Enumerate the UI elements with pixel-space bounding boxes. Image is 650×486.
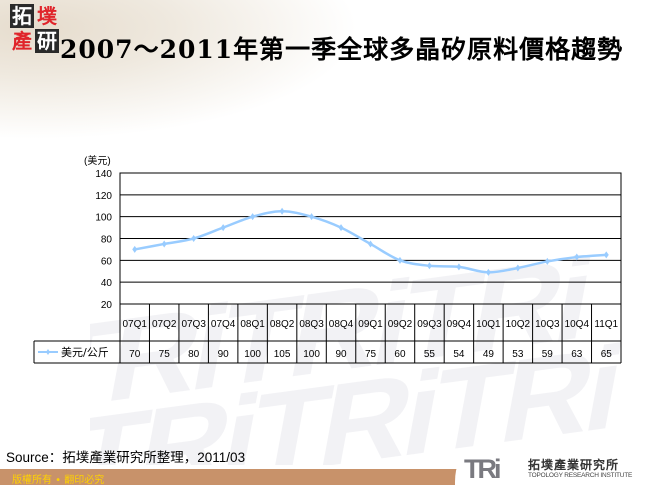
x-category-label: 10Q4 (565, 319, 590, 330)
data-point-marker (309, 213, 315, 221)
logo-char: 產 (12, 29, 32, 53)
x-category-label: 08Q4 (329, 319, 354, 330)
data-table-value: 100 (244, 349, 261, 360)
data-table-value: 60 (394, 349, 406, 360)
x-category-label: 07Q1 (123, 319, 148, 330)
brand-panel (455, 452, 650, 485)
data-table-value: 90 (335, 349, 347, 360)
data-point-marker (485, 268, 491, 276)
data-point-marker (603, 251, 609, 259)
logo-char: 拓 (10, 4, 34, 28)
data-table-value: 80 (188, 349, 200, 360)
x-category-label: 08Q1 (240, 319, 265, 330)
x-category-label: 11Q1 (594, 319, 618, 330)
x-category-label: 07Q4 (211, 319, 236, 330)
data-table-value: 63 (571, 349, 583, 360)
data-table-value: 65 (601, 349, 613, 360)
page-title: 2007～2011年第一季全球多晶矽原料價格趨勢 (60, 35, 624, 64)
brand-name-english: TOPOLOGY RESEARCH INSTITUTE (528, 472, 633, 479)
x-category-label: 09Q2 (388, 319, 413, 330)
data-point-marker (132, 245, 138, 253)
data-point-marker (456, 263, 462, 271)
header-background (0, 0, 360, 140)
x-category-label: 07Q2 (152, 319, 177, 330)
data-table-value: 54 (453, 349, 465, 360)
logo-char: 研 (35, 29, 59, 53)
y-tick-label: 140 (95, 169, 112, 180)
legend-marker-icon (46, 349, 50, 355)
data-point-marker (544, 257, 550, 265)
y-tick-label: 20 (101, 300, 113, 311)
data-table-value: 75 (159, 349, 171, 360)
data-table-value: 55 (424, 349, 436, 360)
x-category-label: 07Q3 (181, 319, 206, 330)
plot-area (119, 172, 622, 305)
x-category-label: 08Q3 (299, 319, 324, 330)
data-point-marker (161, 240, 167, 248)
y-tick-label: 40 (101, 278, 113, 289)
x-category-label: 10Q1 (476, 319, 501, 330)
legend-label: 美元/公斤 (61, 346, 109, 359)
tri-brand-mark: TRi (464, 454, 501, 484)
data-table-value: 53 (512, 349, 524, 360)
data-table-value: 75 (365, 349, 377, 360)
y-axis-unit: (美元) (84, 156, 111, 167)
source-note: Source：拓墣產業研究所整理，2011/03 (6, 450, 246, 465)
data-point-marker (220, 224, 226, 232)
y-tick-label: 60 (101, 256, 113, 267)
data-point-marker (338, 224, 344, 232)
data-table-value: 59 (542, 349, 554, 360)
data-point-marker (397, 256, 403, 264)
data-point-marker (250, 213, 256, 221)
x-category-label: 10Q2 (506, 319, 531, 330)
x-category-label: 10Q3 (535, 319, 560, 330)
brand-name-chinese: 拓墣產業研究所 (528, 458, 620, 472)
data-point-marker (515, 264, 521, 272)
copyright-text: 版權所有 • 翻印必究 (12, 475, 105, 486)
x-category-label: 09Q3 (417, 319, 442, 330)
data-point-marker (191, 235, 197, 242)
data-table-value: 90 (218, 349, 230, 360)
x-category-label: 08Q2 (270, 319, 295, 330)
x-category-label: 09Q1 (358, 319, 383, 330)
data-point-marker (426, 262, 432, 270)
data-table-value: 49 (483, 349, 495, 360)
tri-logo: 拓 墣 產 研 (10, 4, 60, 54)
x-category-label: 09Q4 (447, 319, 472, 330)
y-tick-label: 120 (95, 191, 112, 202)
data-point-marker (574, 253, 580, 261)
data-table-value: 70 (129, 349, 141, 360)
logo-char: 墣 (37, 4, 57, 28)
y-tick-label: 100 (95, 213, 112, 224)
data-point-marker (368, 240, 373, 248)
data-table-value: 105 (274, 349, 291, 360)
data-table-value: 100 (303, 349, 320, 360)
y-tick-label: 80 (101, 235, 113, 246)
data-point-marker (279, 207, 285, 215)
